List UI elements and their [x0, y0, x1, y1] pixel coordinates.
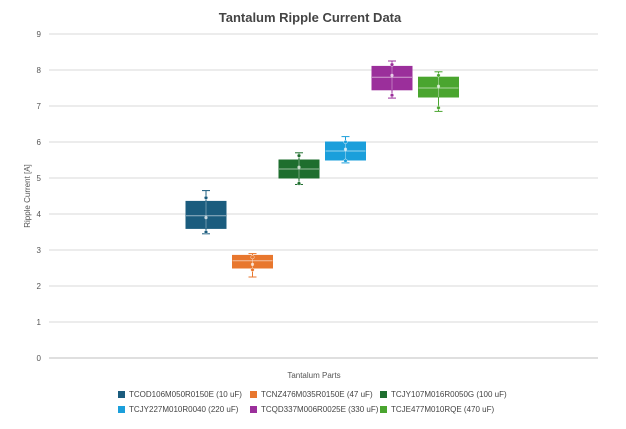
legend-swatch — [380, 406, 387, 413]
y-tick-label: 2 — [37, 282, 42, 291]
y-tick-label: 9 — [37, 30, 42, 39]
grid-lines — [49, 33, 598, 359]
box-series — [325, 136, 366, 164]
legend-label: TCQD337M006R0025E (330 uF) — [261, 405, 379, 414]
y-tick-label: 1 — [37, 318, 42, 327]
data-point — [390, 93, 395, 98]
legend-label: TCNZ476M035R0150E (47 uF) — [261, 390, 373, 399]
box-series — [232, 253, 273, 278]
box-series-group — [185, 60, 459, 278]
y-axis-label: Ripple Current [A] — [23, 164, 32, 228]
box-series — [418, 71, 459, 112]
legend-item: TCJY107M016R0050G (100 uF) — [380, 390, 507, 399]
data-point — [436, 73, 441, 78]
box-series — [278, 152, 320, 186]
legend-item: TCJY227M010R0040 (220 uF) — [118, 405, 239, 414]
legend-label: TCJE477M010RQE (470 uF) — [391, 405, 494, 414]
legend-swatch — [118, 406, 125, 413]
chart-title: Tantalum Ripple Current Data — [219, 10, 402, 25]
data-point — [250, 267, 255, 272]
data-point — [343, 139, 348, 144]
legend-label: TCOD106M050R0150E (10 uF) — [129, 390, 242, 399]
box-series — [185, 190, 227, 235]
y-tick-label: 3 — [37, 246, 42, 255]
mean-point — [204, 216, 208, 220]
legend-swatch — [118, 391, 125, 398]
data-point — [297, 181, 302, 186]
y-axis-ticks: 0 1 2 3 4 5 6 7 8 9 — [37, 30, 42, 363]
legend: TCOD106M050R0150E (10 uF) TCNZ476M035R015… — [118, 390, 507, 414]
legend-swatch — [380, 391, 387, 398]
data-point — [436, 105, 441, 110]
legend-item: TCNZ476M035R0150E (47 uF) — [250, 390, 373, 399]
data-point — [390, 62, 395, 67]
y-tick-label: 8 — [37, 66, 42, 75]
data-point — [203, 229, 208, 234]
legend-item: TCOD106M050R0150E (10 uF) — [118, 390, 242, 399]
data-point — [297, 153, 302, 158]
y-tick-label: 4 — [37, 210, 42, 219]
box-series — [371, 60, 413, 99]
x-axis-label: Tantalum Parts — [287, 371, 340, 380]
mean-point — [250, 262, 255, 266]
y-tick-label: 0 — [37, 354, 42, 363]
mean-point — [297, 165, 301, 169]
legend-item: TCQD337M006R0025E (330 uF) — [250, 405, 379, 414]
data-point — [343, 158, 348, 163]
y-tick-label: 6 — [37, 138, 42, 147]
mean-point — [343, 147, 348, 151]
legend-item: TCJE477M010RQE (470 uF) — [380, 405, 494, 414]
data-point — [203, 195, 208, 200]
legend-label: TCJY227M010R0040 (220 uF) — [129, 405, 239, 414]
mean-point — [390, 73, 394, 77]
y-tick-label: 5 — [37, 174, 42, 183]
y-tick-label: 7 — [37, 102, 42, 111]
legend-swatch — [250, 406, 257, 413]
box — [185, 200, 227, 229]
data-point — [250, 255, 255, 260]
mean-point — [436, 84, 441, 88]
legend-swatch — [250, 391, 257, 398]
legend-label: TCJY107M016R0050G (100 uF) — [391, 390, 507, 399]
